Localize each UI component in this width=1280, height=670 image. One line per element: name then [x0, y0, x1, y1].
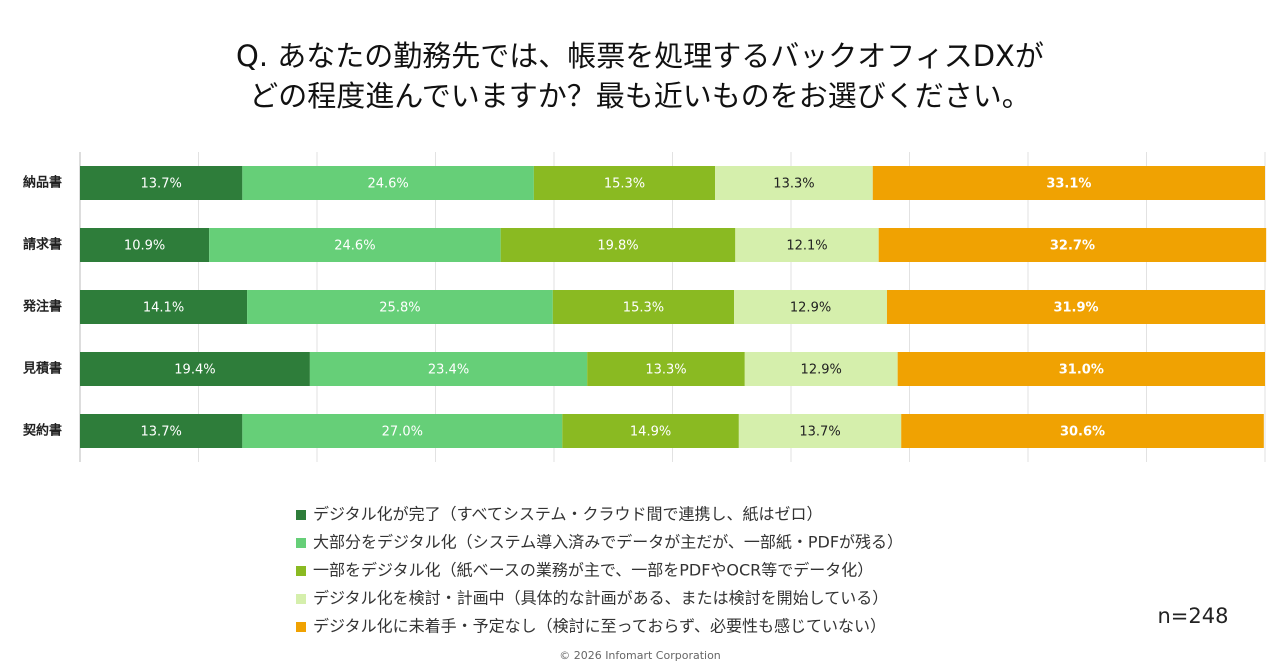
- value-label: 14.9%: [630, 425, 671, 440]
- legend-label: デジタル化が完了（すべてシステム・クラウド間で連携し、紙はゼロ）: [313, 505, 822, 524]
- value-label: 13.3%: [645, 363, 686, 378]
- bar-segment: [744, 352, 898, 386]
- value-label: 14.1%: [143, 301, 184, 316]
- value-label: 25.8%: [379, 301, 420, 316]
- y-tick-label: 見積書: [22, 361, 62, 377]
- bar-segment: [878, 228, 1267, 262]
- y-tick-label: 契約書: [22, 423, 62, 439]
- legend-swatch: [296, 622, 306, 632]
- legend-label: 大部分をデジタル化（システム導入済みでデータが主だが、一部紙・PDFが残る）: [313, 533, 903, 552]
- value-label: 19.8%: [597, 239, 638, 254]
- value-label: 32.7%: [1050, 239, 1095, 254]
- legend-label: デジタル化を検討・計画中（具体的な計画がある、または検討を開始している）: [313, 589, 888, 608]
- bar-segment: [533, 166, 716, 200]
- value-label: 24.6%: [367, 177, 408, 192]
- bar-segment: [242, 414, 563, 448]
- value-label: 15.3%: [623, 301, 664, 316]
- bar-segment: [734, 290, 887, 324]
- chart-title: Q. あなたの勤務先では、帳票を処理するバックオフィスDXが: [236, 39, 1044, 73]
- value-label: 13.7%: [141, 425, 182, 440]
- bar-segment: [897, 352, 1265, 386]
- value-label: 12.1%: [786, 239, 827, 254]
- value-label: 13.7%: [141, 177, 182, 192]
- value-label: 13.7%: [799, 425, 840, 440]
- value-label: 24.6%: [334, 239, 375, 254]
- bar-segment: [80, 290, 248, 324]
- footer: © 2026 Infomart Corporation: [559, 649, 721, 662]
- legend-label: デジタル化に未着手・予定なし（検討に至っておらず、必要性も感じていない）: [313, 617, 886, 636]
- bar-segment: [80, 228, 210, 262]
- value-label: 12.9%: [790, 301, 831, 316]
- bar-segment: [552, 290, 735, 324]
- bar-segment: [209, 228, 501, 262]
- value-label: 30.6%: [1060, 425, 1105, 440]
- bar-segment: [715, 166, 873, 200]
- y-tick-label: 発注書: [22, 299, 62, 315]
- value-label: 13.3%: [773, 177, 814, 192]
- legend-swatch: [296, 594, 306, 604]
- sample-size: n=248: [1158, 604, 1229, 628]
- bar-segment: [901, 414, 1264, 448]
- y-tick-label: 納品書: [23, 175, 62, 191]
- value-label: 10.9%: [124, 239, 165, 254]
- bar-segment: [500, 228, 736, 262]
- bar-segment: [80, 166, 243, 200]
- value-label: 15.3%: [604, 177, 645, 192]
- bar-segment: [80, 352, 310, 386]
- bar-segment: [242, 166, 534, 200]
- bar-segment: [735, 228, 879, 262]
- value-label: 19.4%: [174, 363, 215, 378]
- y-tick-label: 請求書: [23, 237, 62, 253]
- value-label: 33.1%: [1046, 177, 1091, 192]
- bar-segment: [309, 352, 588, 386]
- bar-segment: [562, 414, 739, 448]
- value-label: 27.0%: [382, 425, 423, 440]
- legend-label: 一部をデジタル化（紙ベースの業務が主で、一部をPDFやOCR等でデータ化）: [313, 561, 873, 580]
- bar-segment: [738, 414, 902, 448]
- value-label: 23.4%: [428, 363, 469, 378]
- value-label: 31.0%: [1059, 363, 1104, 378]
- value-label: 31.9%: [1053, 301, 1098, 316]
- legend-swatch: [296, 566, 306, 576]
- legend-swatch: [296, 510, 306, 520]
- value-label: 12.9%: [801, 363, 842, 378]
- chart-title: どの程度進んでいますか？最も近いものをお選びください。: [249, 79, 1031, 113]
- bar-segment: [247, 290, 553, 324]
- bar-segment: [886, 290, 1265, 324]
- bar-segment: [872, 166, 1265, 200]
- legend-swatch: [296, 538, 306, 548]
- bar-segment: [587, 352, 745, 386]
- bar-segment: [80, 414, 243, 448]
